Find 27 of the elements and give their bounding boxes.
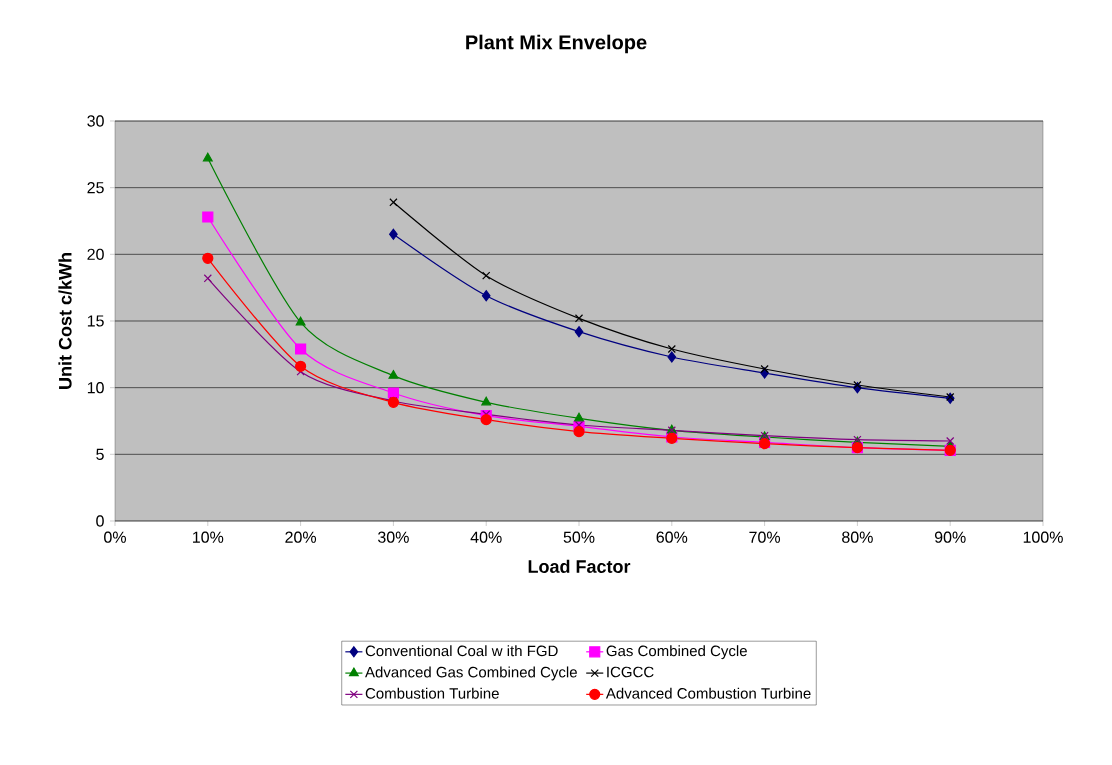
x-tick-label: 30%: [378, 531, 409, 543]
y-tick-label: 30: [87, 115, 104, 127]
y-tick-label: 20: [87, 248, 104, 260]
x-tick-label: 60%: [656, 531, 688, 543]
x-tick-label: 90%: [934, 531, 966, 543]
chart-title: Plant Mix Envelope: [466, 34, 647, 54]
y-tick-label: 5: [96, 448, 104, 460]
legend-label: Advanced Gas Combined Cycle: [365, 666, 577, 681]
y-tick-label: 15: [87, 315, 104, 327]
x-tick-label: 10%: [193, 531, 224, 543]
legend-label: Gas Combined Cycle: [606, 645, 747, 660]
x-tick-label: 20%: [285, 531, 317, 543]
x-axis-title: Load Factor: [528, 559, 631, 573]
x-tick-label: 50%: [563, 531, 595, 543]
x-tick-label: 0%: [104, 531, 126, 543]
legend-label: ICGCC: [607, 666, 654, 678]
legend-label: Advanced Combustion Turbine: [605, 687, 811, 699]
x-tick-label: 100%: [1023, 531, 1063, 543]
y-tick-label: 0: [96, 515, 104, 527]
x-tick-label: 70%: [749, 531, 781, 543]
legend-label: Combustion Turbine: [365, 687, 499, 699]
y-tick-label: 10: [87, 382, 104, 394]
y-axis-title: Unit Cost c/kWh: [58, 253, 72, 389]
x-tick-label: 80%: [842, 531, 873, 543]
legend-label: Conventional Coal w ith FGD: [365, 645, 558, 657]
y-tick-label: 25: [87, 182, 104, 194]
x-tick-label: 40%: [470, 531, 502, 543]
